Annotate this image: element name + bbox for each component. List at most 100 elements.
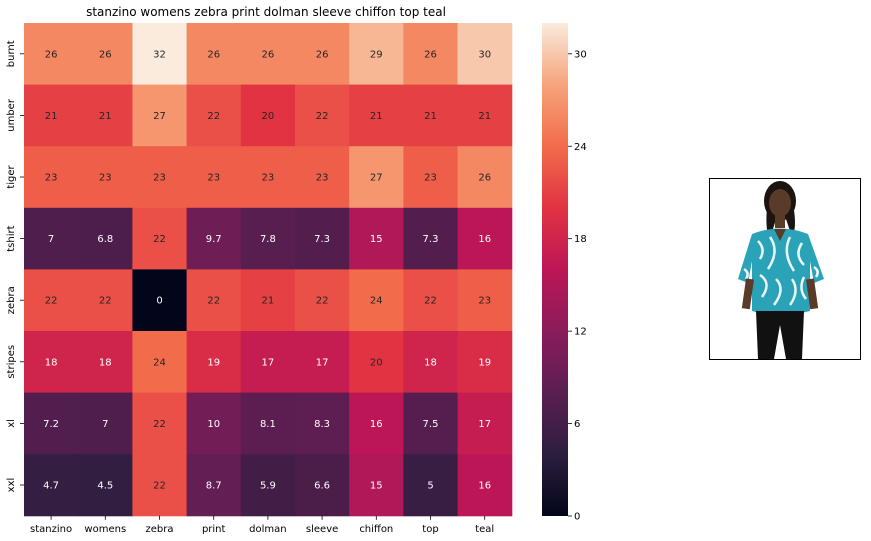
cell-value-label: 15	[370, 481, 383, 492]
heatmap-cell	[403, 207, 459, 270]
cell-value-label: 24	[370, 296, 383, 307]
y-tick-label: stripes	[6, 345, 17, 379]
heatmap-cell	[457, 331, 513, 394]
cell-value-label: 8.3	[314, 419, 330, 430]
cell-value-label: 23	[153, 173, 166, 184]
heatmap-cell	[24, 23, 79, 86]
heatmap-cell	[186, 23, 242, 86]
heatmap-cell	[78, 207, 133, 270]
cell-value-label: 23	[99, 173, 112, 184]
cell-value-label: 26	[45, 49, 58, 60]
heatmap-cell	[132, 23, 188, 86]
x-tick-label: sleeve	[306, 524, 338, 535]
heatmap-cell	[457, 207, 513, 270]
heatmap-cell	[457, 269, 513, 332]
cell-value-label: 16	[370, 419, 383, 430]
cell-value-label: 7	[48, 234, 54, 245]
x-tick-label: chiffon	[359, 524, 393, 535]
heatmap-cell	[132, 392, 188, 455]
cell-value-label: 23	[478, 296, 491, 307]
cell-value-label: 22	[316, 296, 329, 307]
y-tick-label: xxl	[6, 478, 17, 493]
heatmap-cell	[295, 392, 350, 455]
cell-value-label: 23	[424, 173, 437, 184]
heatmap-cell	[132, 84, 188, 147]
heatmap-cell	[295, 207, 350, 270]
x-tick-label: print	[202, 524, 226, 535]
heatmap-cell	[186, 269, 242, 332]
cell-value-label: 26	[99, 49, 112, 60]
cell-value-label: 27	[370, 173, 383, 184]
cell-value-label: 18	[424, 357, 437, 368]
heatmap-cell	[186, 454, 242, 517]
heatmap-cell	[403, 392, 459, 455]
x-tick-label: dolman	[249, 524, 286, 535]
x-tick-label: womens	[84, 524, 126, 535]
heatmap-cell	[349, 392, 404, 455]
x-tick-label: zebra	[146, 524, 174, 535]
heatmap-cells: 26 26 32 26 26 26 29 26 30 21 21 27 22 20 22 21 21 21 23 23…	[24, 23, 513, 517]
heatmap-cell	[186, 84, 242, 147]
cell-value-label: 22	[45, 296, 58, 307]
heatmap-cell	[78, 269, 133, 332]
cell-value-label: 8.1	[260, 419, 276, 430]
cell-value-label: 18	[45, 357, 58, 368]
cell-value-label: 22	[99, 296, 112, 307]
cell-value-label: 18	[99, 357, 112, 368]
cell-value-label: 23	[262, 173, 275, 184]
cell-value-label: 21	[424, 111, 437, 122]
heatmap-cell	[24, 331, 79, 394]
cell-value-label: 22	[316, 111, 329, 122]
heatmap-cell	[240, 23, 296, 86]
heatmap-cell	[240, 207, 296, 270]
heatmap-cell	[403, 84, 459, 147]
heatmap-cell	[349, 454, 404, 517]
heatmap-cell	[24, 207, 79, 270]
heatmap-cell	[349, 331, 404, 394]
y-tick-label: zebra	[6, 286, 17, 314]
heatmap-cell	[186, 392, 242, 455]
heatmap-cell	[240, 84, 296, 147]
heatmap-cell	[240, 392, 296, 455]
heatmap-cell	[403, 23, 459, 86]
cell-value-label: 21	[262, 296, 275, 307]
cell-value-label: 26	[262, 49, 275, 60]
heatmap-cell	[295, 23, 350, 86]
heatmap-cell	[186, 207, 242, 270]
cell-value-label: 17	[478, 419, 491, 430]
cell-value-label: 7.8	[260, 234, 276, 245]
cell-value-label: 20	[370, 357, 383, 368]
heatmap-cell	[132, 454, 188, 517]
heatmap-cell	[240, 146, 296, 209]
heatmap-cell	[132, 269, 188, 332]
colorbar-tick-label: 6	[574, 419, 580, 430]
heatmap-cell	[403, 146, 459, 209]
y-tick-label: tshirt	[6, 225, 17, 251]
heatmap-cell	[240, 331, 296, 394]
y-tick-label: tiger	[6, 164, 17, 188]
heatmap-cell	[186, 146, 242, 209]
heatmap-cell	[78, 146, 133, 209]
heatmap-cell	[403, 454, 459, 517]
heatmap-cell	[78, 331, 133, 394]
cell-value-label: 23	[316, 173, 329, 184]
cell-value-label: 7.5	[423, 419, 439, 430]
cell-value-label: 26	[316, 49, 329, 60]
heatmap-cell	[295, 84, 350, 147]
cell-value-label: 0	[156, 296, 162, 307]
cell-value-label: 5.9	[260, 481, 276, 492]
cell-value-label: 17	[262, 357, 275, 368]
y-tick-labels: burnt umber tiger tshirt zebra stripes xl xxl	[6, 40, 24, 492]
cell-value-label: 22	[153, 234, 166, 245]
heatmap-cell	[24, 146, 79, 209]
heatmap-cell	[295, 331, 350, 394]
heatmap-cell	[403, 331, 459, 394]
cell-value-label: 4.7	[43, 481, 59, 492]
cell-value-label: 6.8	[97, 234, 113, 245]
heatmap-cell	[457, 84, 513, 147]
heatmap-cell	[240, 454, 296, 517]
cell-value-label: 30	[478, 49, 491, 60]
colorbar-ticks: 0 6 12 18 24 30	[568, 49, 587, 523]
cell-value-label: 22	[153, 481, 166, 492]
